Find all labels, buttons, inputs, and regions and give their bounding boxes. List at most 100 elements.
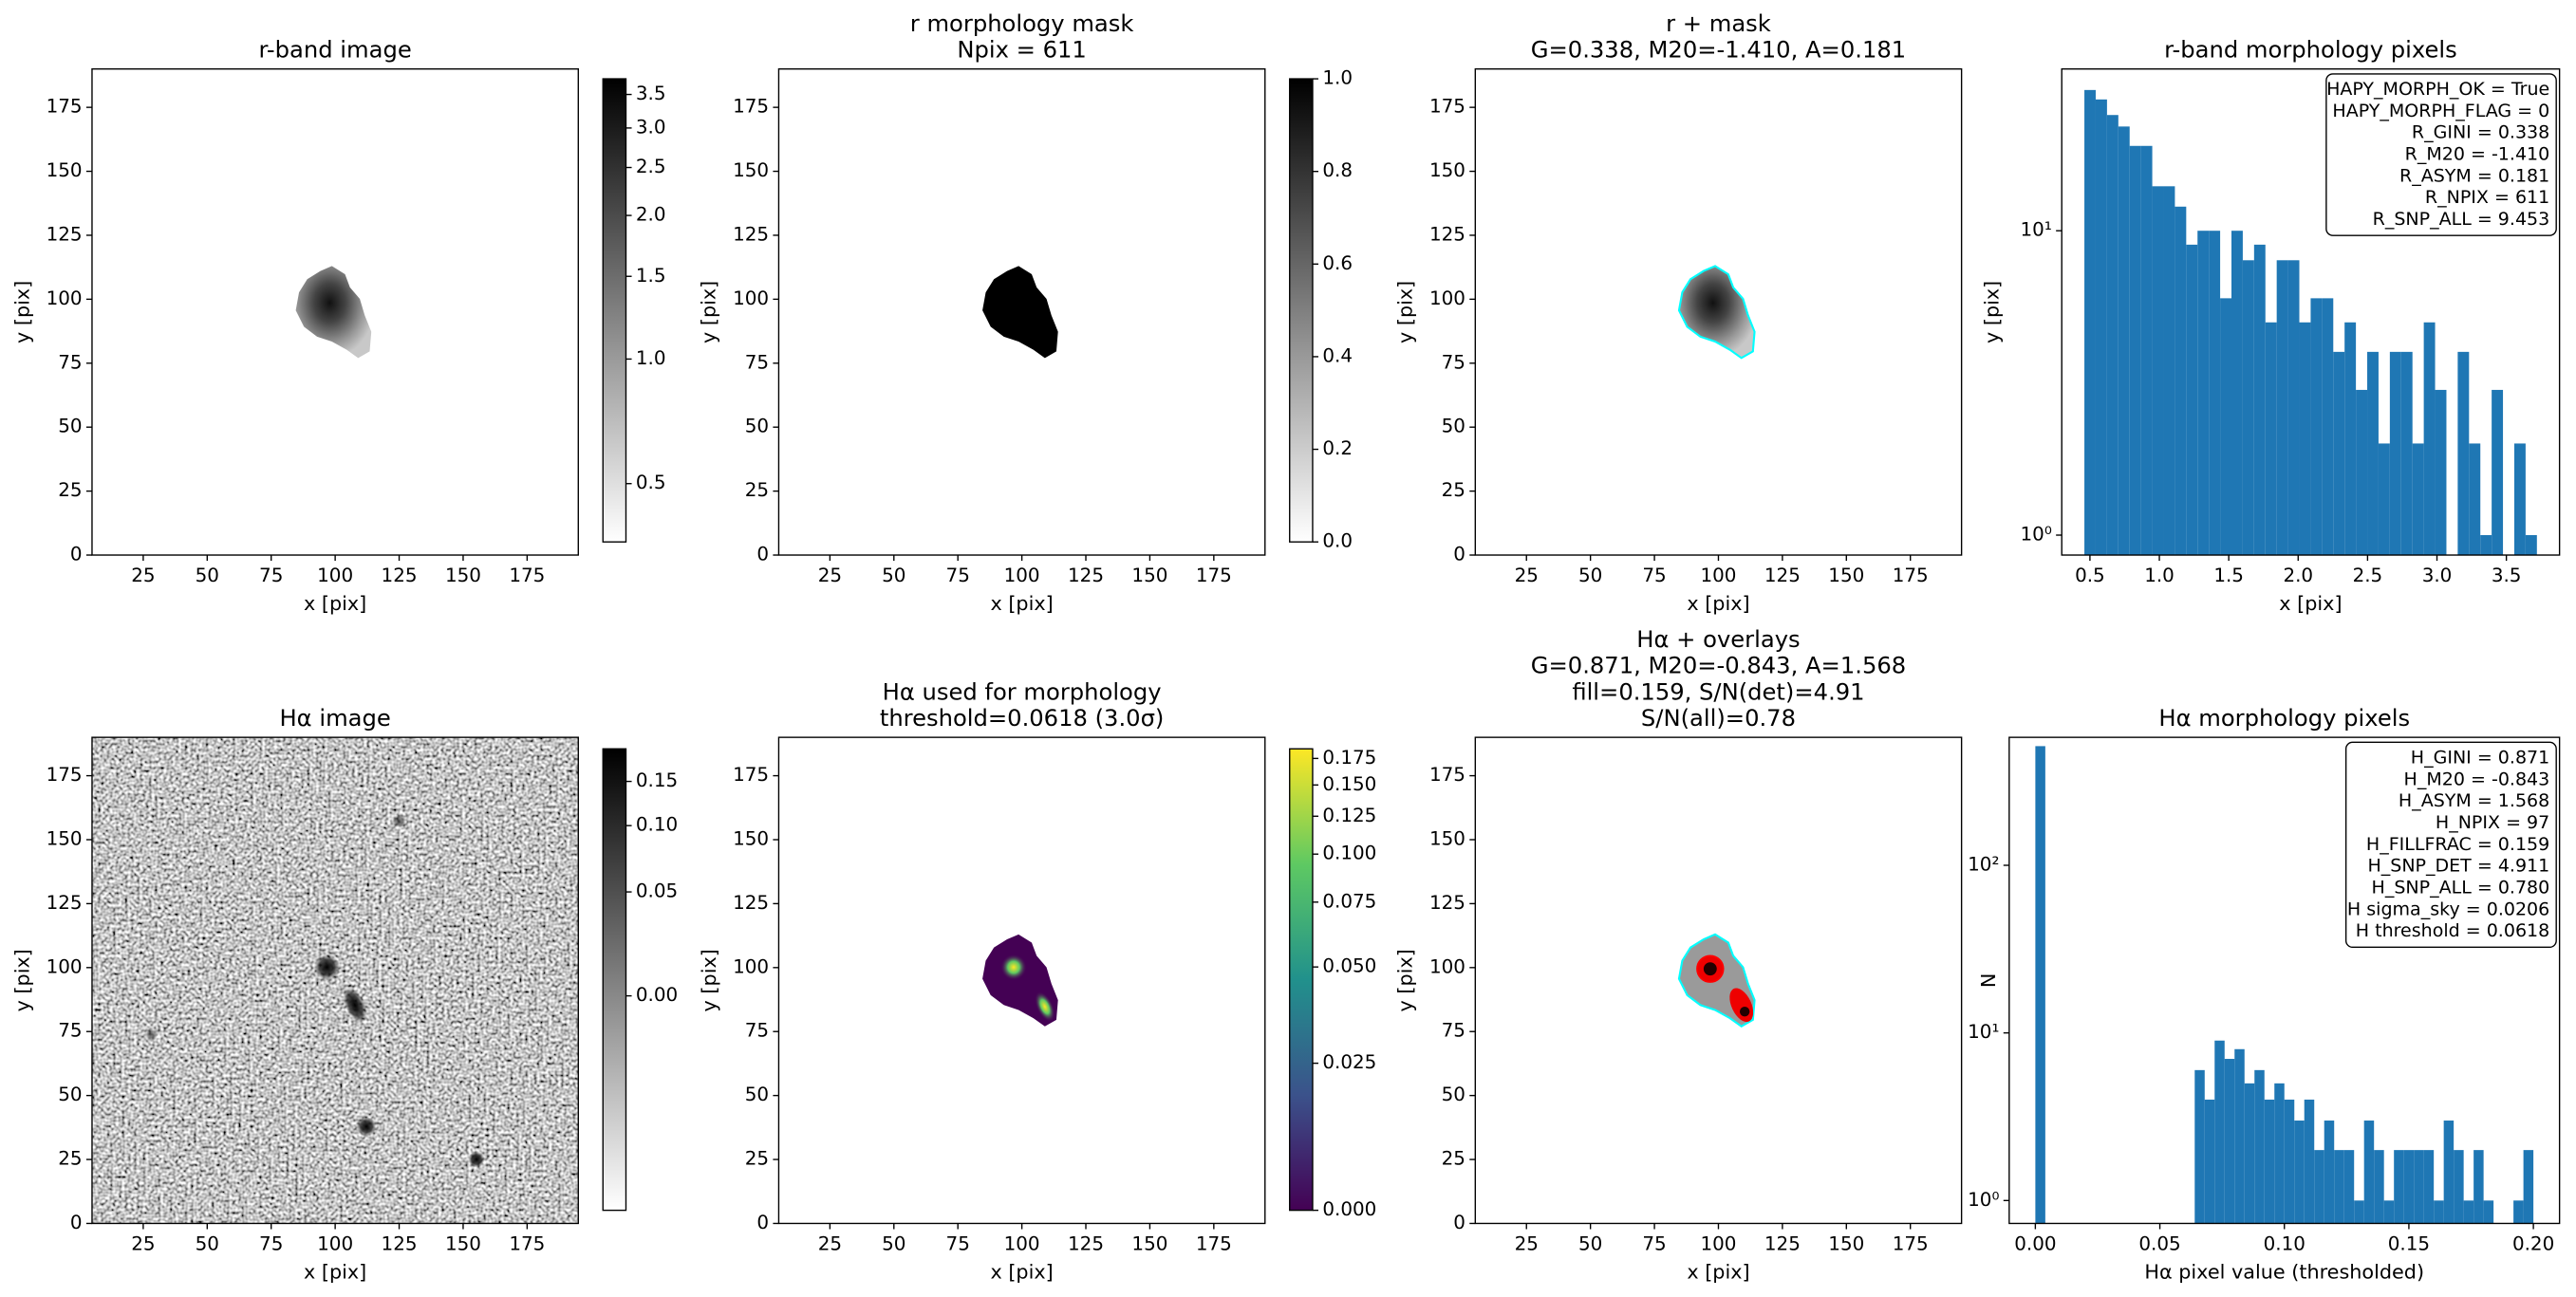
y-tick-label: 75 — [58, 1020, 82, 1042]
y-tick-label: 0 — [1453, 1212, 1465, 1233]
bar — [2224, 1059, 2235, 1224]
bar — [2463, 1200, 2474, 1224]
x-tick-label: 75 — [946, 1232, 970, 1254]
bar — [2204, 1099, 2215, 1224]
x-tick-label: 0.10 — [2264, 1232, 2305, 1254]
y-tick-label: 150 — [733, 827, 769, 849]
y-tick-label: 75 — [1442, 351, 1465, 373]
source — [392, 814, 406, 828]
x-tick-label: 150 — [445, 1232, 481, 1254]
x-tick-label: 150 — [1131, 1232, 1167, 1254]
bar — [2194, 1069, 2205, 1224]
y-tick-label: 175 — [1429, 96, 1465, 118]
bar — [2513, 443, 2526, 556]
x-tick-label: 50 — [882, 565, 905, 586]
bar — [2473, 1150, 2484, 1224]
colorbar-tick-label: 0.125 — [1322, 805, 1376, 826]
halpha-morph-image — [982, 934, 1058, 1027]
bar — [2253, 244, 2266, 556]
bar — [2483, 1200, 2494, 1224]
x-tick-label: 2.0 — [2283, 565, 2313, 586]
bar — [2523, 1150, 2534, 1224]
annotation-line: R_ASYM = 0.181 — [2399, 165, 2549, 186]
y-tick-label: 50 — [1442, 416, 1465, 437]
bar — [2118, 126, 2130, 556]
panel-title: r + mask — [1666, 10, 1771, 37]
y-tick-label: 50 — [745, 1084, 769, 1105]
bar — [2492, 389, 2504, 556]
bar — [2469, 443, 2481, 556]
y-tick-label: 125 — [1429, 223, 1465, 245]
y-tick-label: 10¹ — [2021, 219, 2052, 241]
y-axis-label: y [pix] — [698, 281, 720, 343]
colorbar-tick-label: 0.2 — [1322, 437, 1353, 459]
colorbar-tick-label: 0.4 — [1322, 344, 1353, 366]
y-tick-label: 25 — [1442, 479, 1465, 501]
colorbar-tick-label: 1.5 — [636, 265, 666, 287]
x-axis-label: Hα pixel value (thresholded) — [2144, 1260, 2424, 1283]
bar — [2294, 1121, 2305, 1224]
colorbar-tick-label: 0.175 — [1322, 747, 1376, 769]
y-tick-label: 75 — [1442, 1020, 1465, 1042]
peak — [1000, 954, 1027, 981]
bar — [2344, 322, 2357, 556]
y-tick-label: 0 — [70, 544, 83, 565]
panel-title: r-band image — [259, 37, 412, 64]
annotation-line: R_NPIX = 611 — [2425, 187, 2549, 208]
y-tick-label: 150 — [1429, 827, 1465, 849]
bar — [2378, 443, 2390, 556]
x-tick-label: 75 — [946, 565, 970, 586]
bar — [2334, 1150, 2344, 1224]
x-tick-label: 125 — [1764, 565, 1801, 586]
y-tick-label: 25 — [745, 479, 769, 501]
source — [313, 954, 341, 981]
colorbar-tick-label: 3.0 — [636, 116, 666, 138]
x-tick-label: 125 — [382, 565, 418, 586]
panel-title: Hα morphology pixels — [2158, 705, 2410, 732]
x-tick-label: 100 — [1700, 1232, 1736, 1254]
x-tick-label: 175 — [509, 565, 545, 586]
y-axis-label: y [pix] — [10, 281, 33, 343]
panel-title: r morphology mask — [910, 10, 1134, 37]
colorbar-tick-label: 0.000 — [1322, 1198, 1376, 1220]
bar — [2265, 322, 2277, 556]
bar — [2035, 746, 2045, 1224]
bar — [2389, 351, 2401, 556]
bar — [2423, 1150, 2435, 1224]
bar — [2367, 351, 2379, 556]
colorbar-tick-label: 2.5 — [636, 156, 666, 177]
y-tick-label: 150 — [47, 159, 83, 181]
x-tick-label: 125 — [1764, 1232, 1801, 1254]
bar — [2276, 260, 2288, 556]
halpha-image — [91, 737, 579, 1224]
y-tick-label: 75 — [58, 351, 82, 373]
colorbar-tick-label: 1.0 — [636, 347, 666, 369]
colorbar-tick-label: 0.00 — [636, 984, 678, 1006]
bar — [2106, 115, 2119, 556]
y-tick-label: 0 — [756, 544, 769, 565]
y-tick-label: 175 — [1429, 764, 1465, 786]
colorbar-tick-label: 0.150 — [1322, 773, 1376, 795]
colorbar-tick-label: 0.025 — [1322, 1051, 1376, 1073]
colorbar-tick-label: 0.050 — [1322, 955, 1376, 977]
x-tick-label: 125 — [1068, 565, 1104, 586]
bar — [2084, 89, 2096, 556]
y-tick-label: 150 — [1429, 159, 1465, 181]
x-tick-label: 100 — [1004, 565, 1040, 586]
panel-title: threshold=0.0618 (3.0σ) — [880, 705, 1165, 732]
x-tick-label: 100 — [1700, 565, 1736, 586]
y-tick-label: 100 — [1429, 955, 1465, 977]
panel-title: Hα image — [279, 705, 390, 732]
y-tick-label: 10¹ — [1968, 1021, 1999, 1043]
bar — [2254, 1069, 2265, 1224]
halpha-overlay-image — [1677, 933, 1756, 1028]
bar — [2287, 260, 2300, 556]
y-tick-label: 50 — [58, 416, 82, 437]
bar — [2457, 351, 2470, 556]
x-tick-label: 50 — [196, 1232, 219, 1254]
x-tick-label: 150 — [445, 565, 481, 586]
y-tick-label: 50 — [745, 416, 769, 437]
y-tick-label: 10⁰ — [1968, 1189, 1999, 1211]
y-tick-label: 25 — [58, 479, 82, 501]
bar — [2140, 145, 2153, 556]
